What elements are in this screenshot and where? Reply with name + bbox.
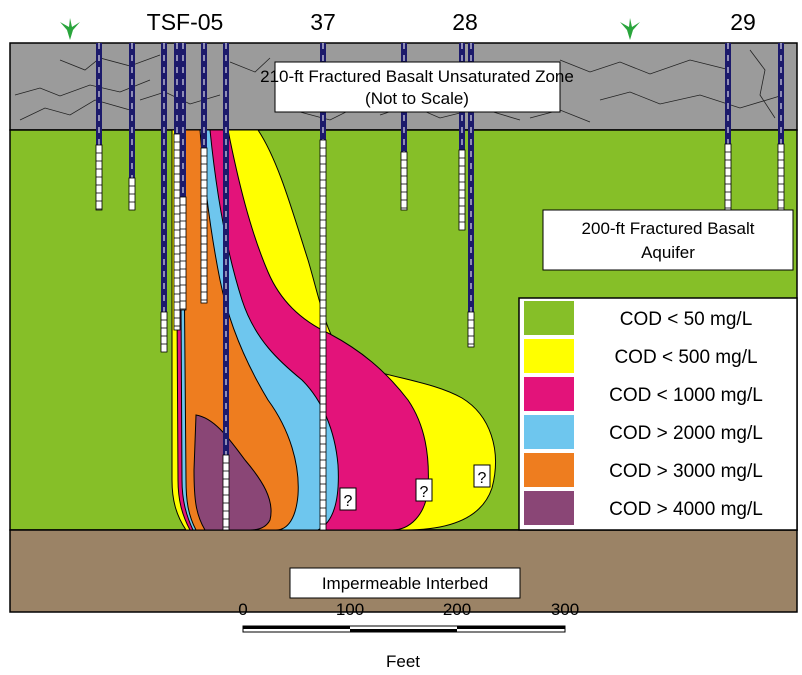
unsaturated-sublabel: (Not to Scale): [365, 89, 469, 108]
well: [173, 43, 181, 331]
plant-icon: [620, 18, 640, 40]
legend-label: COD < 1000 mg/L: [609, 385, 763, 406]
question-mark-text: ?: [344, 493, 353, 510]
question-marks: ???: [339, 464, 491, 511]
unsaturated-label-box: [274, 61, 561, 113]
aquifer-label: 200-ft Fractured Basalt: [582, 219, 755, 238]
well: [319, 43, 327, 531]
scale-unit: Feet: [386, 652, 420, 671]
legend-swatch: [524, 415, 574, 449]
aquifer-label-box: [542, 209, 794, 271]
interbed-label: Impermeable Interbed: [322, 574, 488, 593]
well: [777, 43, 785, 211]
well: [179, 43, 187, 311]
scale-tick-100: 100: [336, 600, 364, 619]
legend-label: COD > 4000 mg/L: [609, 499, 763, 520]
question-mark: ?: [339, 487, 357, 511]
legend-item: COD > 3000 mg/L: [524, 453, 763, 487]
legend-item: COD < 50 mg/L: [524, 301, 752, 335]
legend-swatch: [524, 491, 574, 525]
scale-tick-0: 0: [238, 600, 247, 619]
legend-item: COD < 1000 mg/L: [524, 377, 763, 411]
legend-swatch: [524, 453, 574, 487]
question-mark-text: ?: [420, 484, 429, 501]
legend: COD < 50 mg/L COD < 500 mg/L COD < 1000 mg…: [518, 297, 798, 531]
legend-swatch: [524, 301, 574, 335]
plume-contours: [171, 129, 496, 531]
scale-tick-200: 200: [443, 600, 471, 619]
aquifer-sublabel: Aquifer: [641, 243, 695, 262]
well: [467, 43, 475, 348]
well: [724, 43, 732, 211]
well: [222, 43, 230, 531]
legend-item: COD > 2000 mg/L: [524, 415, 763, 449]
well: [200, 43, 208, 304]
well-label-29: 29: [730, 9, 756, 35]
unsaturated-label: 210-ft Fractured Basalt Unsaturated Zone: [260, 67, 574, 86]
legend-item: COD < 500 mg/L: [524, 339, 758, 373]
legend-label: COD < 500 mg/L: [614, 347, 757, 368]
scale-bar: [242, 625, 566, 633]
contour-cod-4000: [193, 414, 272, 531]
well-label-tsf05: TSF-05: [147, 9, 224, 35]
well: [160, 43, 168, 353]
legend-label: COD < 50 mg/L: [620, 309, 753, 330]
interbed-label-box: [289, 567, 521, 599]
scale-tick-300: 300: [551, 600, 579, 619]
question-mark: ?: [473, 464, 491, 488]
legend-label: COD > 3000 mg/L: [609, 461, 763, 482]
well: [128, 43, 136, 211]
legend-swatch: [524, 339, 574, 373]
plant-icon: [60, 18, 80, 40]
well-label-28: 28: [452, 9, 478, 35]
legend-item: COD > 4000 mg/L: [524, 491, 763, 525]
legend-label: COD > 2000 mg/L: [609, 423, 763, 444]
well-label-37: 37: [310, 9, 336, 35]
question-mark: ?: [415, 478, 433, 502]
legend-swatch: [524, 377, 574, 411]
well: [95, 43, 103, 211]
question-mark-text: ?: [478, 470, 487, 487]
